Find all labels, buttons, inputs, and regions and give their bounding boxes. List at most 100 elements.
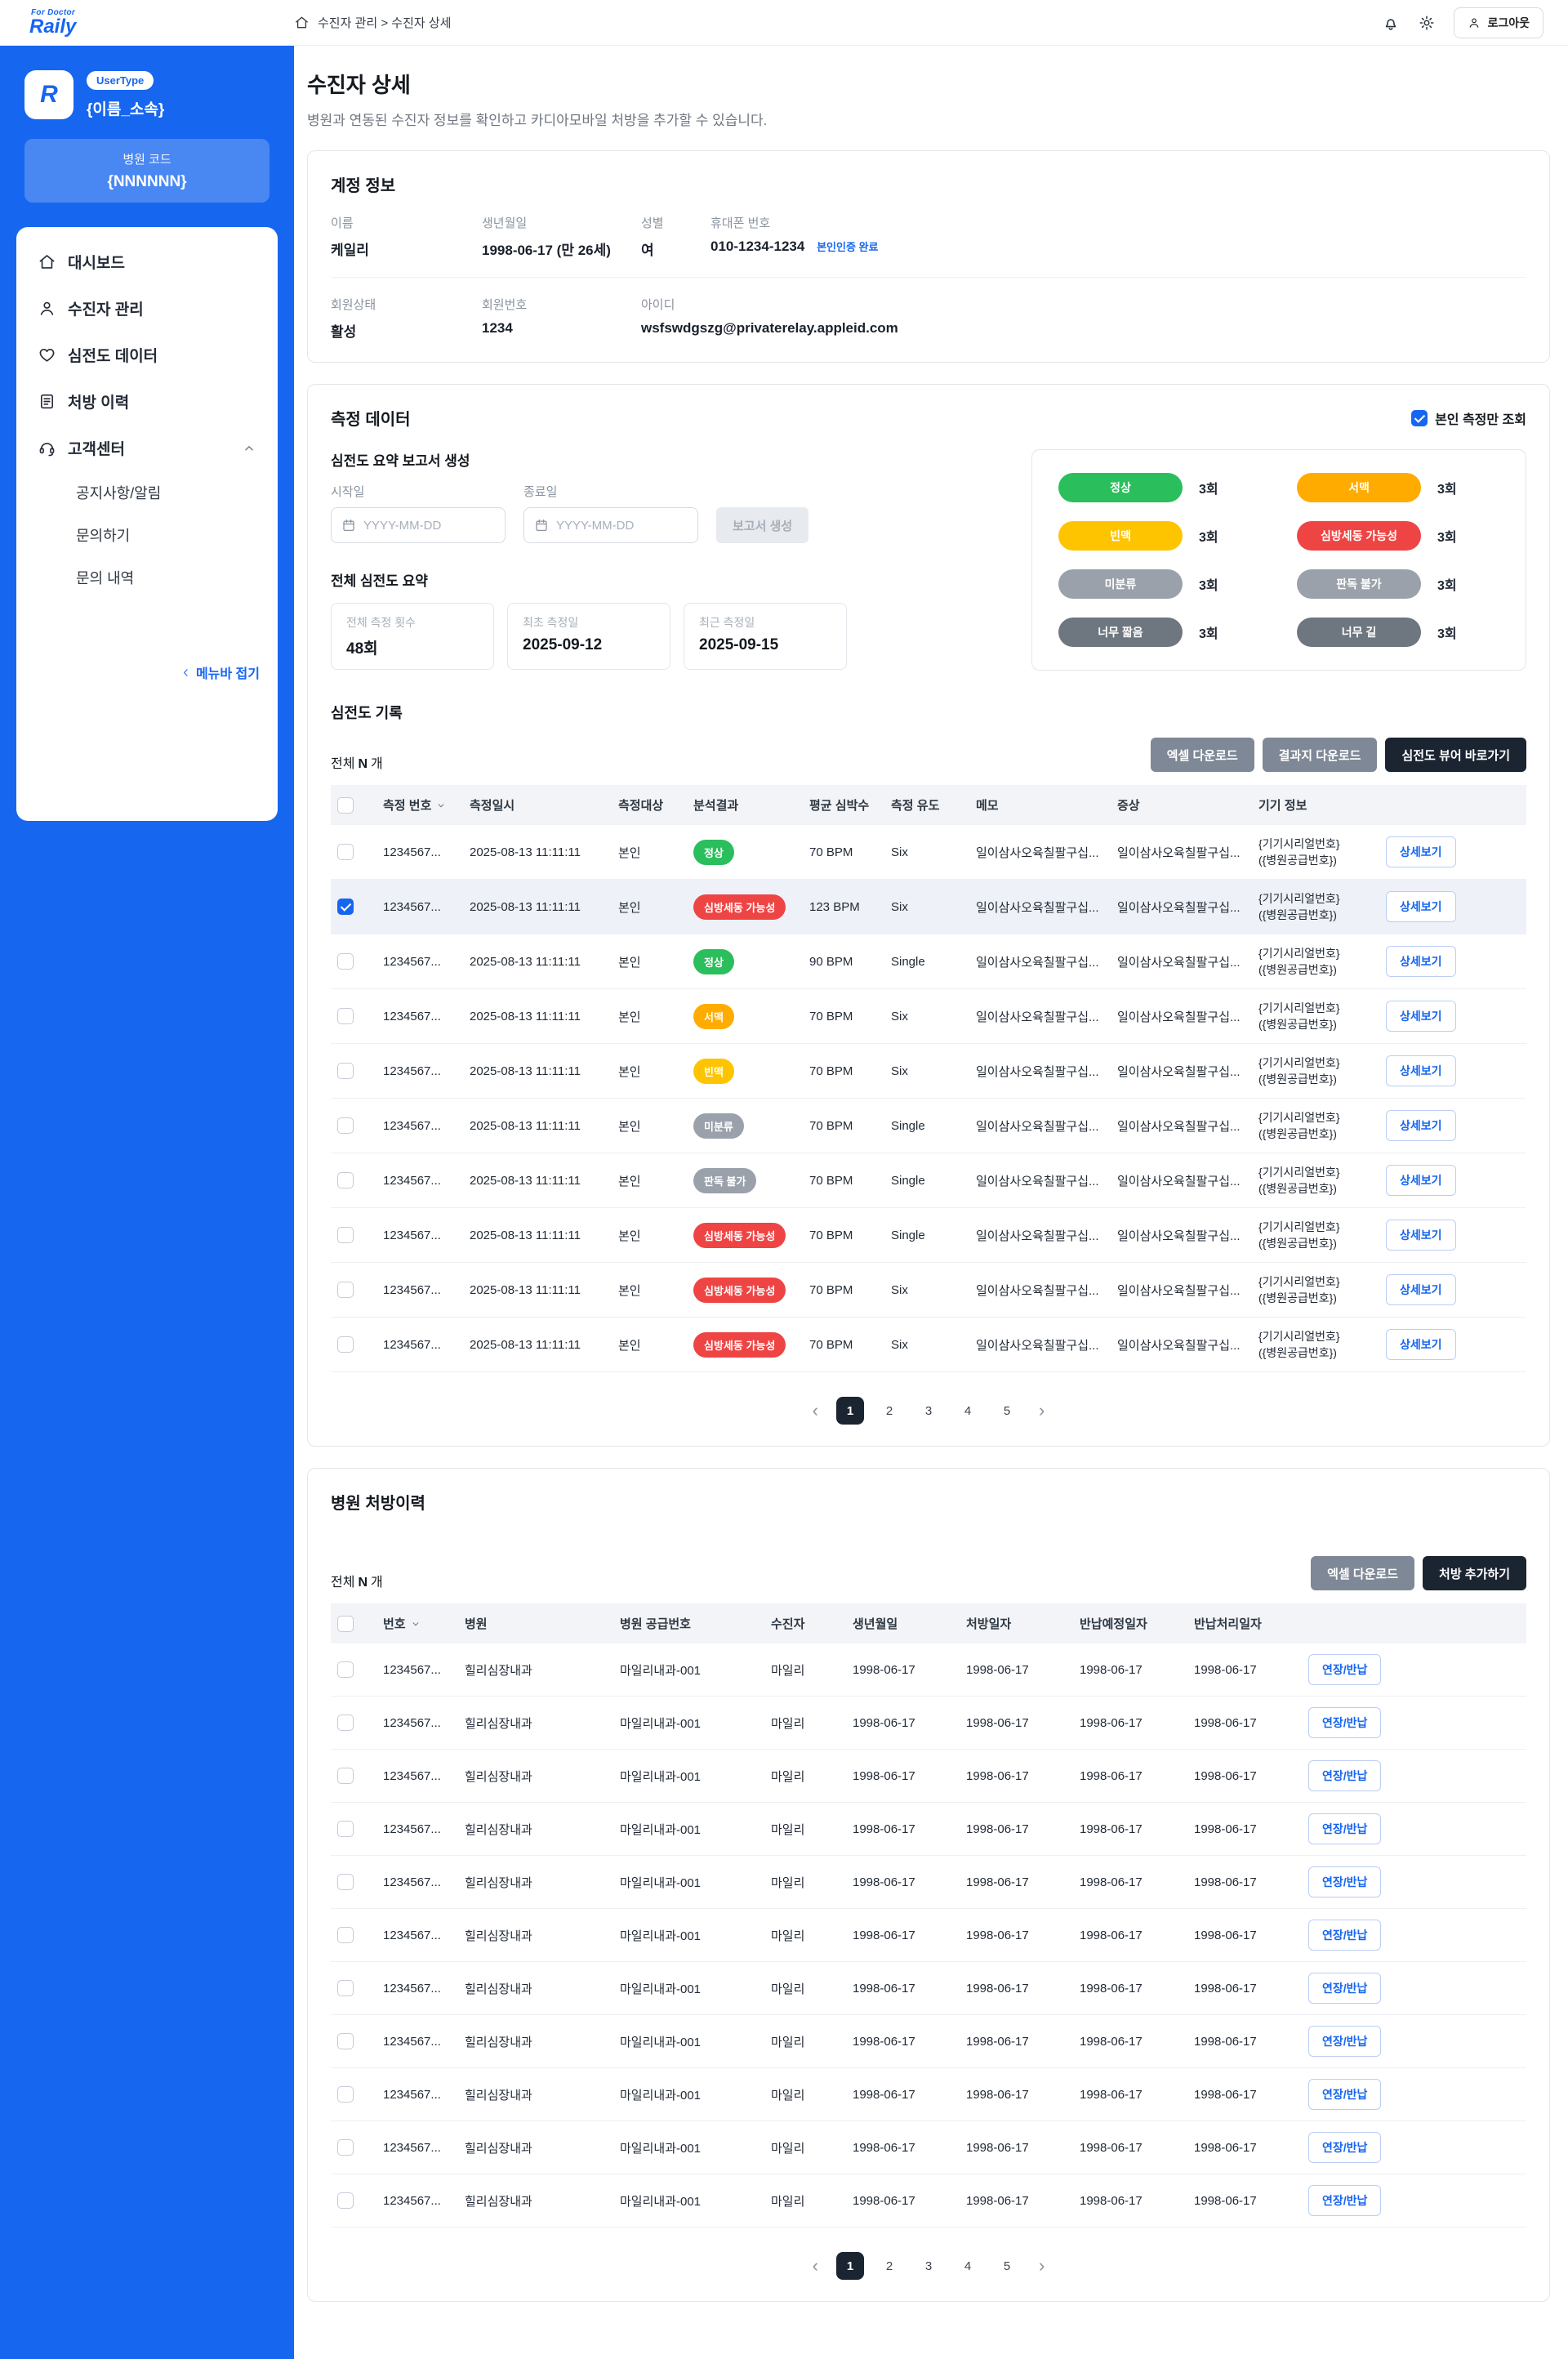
sort-icon[interactable] bbox=[410, 1618, 421, 1630]
sidebar-item-patients[interactable]: 수진자 관리 bbox=[26, 285, 268, 332]
collapse-menu-button[interactable]: 메뉴바 접기 bbox=[26, 662, 268, 682]
select-all-checkbox[interactable] bbox=[337, 1615, 354, 1632]
prev-page-button[interactable]: ‹ bbox=[812, 2255, 818, 2276]
sort-icon[interactable] bbox=[435, 800, 447, 811]
page-button-5[interactable]: 5 bbox=[1003, 1403, 1011, 1418]
select-all-checkbox[interactable] bbox=[337, 796, 354, 814]
detail-button[interactable]: 상세보기 bbox=[1386, 1110, 1456, 1141]
detail-button[interactable]: 상세보기 bbox=[1386, 1274, 1456, 1305]
extend-return-button[interactable]: 연장/반납 bbox=[1308, 1707, 1382, 1738]
memo-cell: 일이삼사오육칠팔구십... bbox=[969, 934, 1111, 989]
sidebar-item-prescription-history[interactable]: 처방 이력 bbox=[26, 378, 268, 425]
row-checkbox[interactable] bbox=[337, 899, 354, 915]
prescription-excel-download-button[interactable]: 엑셀 다운로드 bbox=[1311, 1556, 1415, 1590]
detail-button[interactable]: 상세보기 bbox=[1386, 1220, 1456, 1251]
start-date-input[interactable] bbox=[331, 507, 506, 543]
result-badge: 너무 길 bbox=[1297, 618, 1421, 647]
end-date-value[interactable] bbox=[556, 518, 688, 533]
row-checkbox[interactable] bbox=[337, 2086, 354, 2103]
detail-button[interactable]: 상세보기 bbox=[1386, 946, 1456, 977]
sidebar-item-support[interactable]: 고객센터 bbox=[26, 425, 268, 471]
extend-return-button[interactable]: 연장/반납 bbox=[1308, 2185, 1382, 2216]
page-button-3[interactable]: 3 bbox=[924, 1403, 933, 1418]
page-button-4[interactable]: 4 bbox=[964, 2259, 972, 2273]
row-checkbox[interactable] bbox=[337, 953, 354, 970]
profile-card: R UserType {이름_소속} bbox=[16, 70, 278, 119]
measure-no-cell: 1234567... bbox=[376, 1153, 463, 1208]
detail-button[interactable]: 상세보기 bbox=[1386, 1055, 1456, 1086]
start-date-value[interactable] bbox=[363, 518, 495, 533]
next-page-button[interactable]: › bbox=[1039, 2255, 1045, 2276]
row-checkbox[interactable] bbox=[337, 2139, 354, 2156]
add-prescription-button[interactable]: 처방 추가하기 bbox=[1423, 1556, 1526, 1590]
home-icon[interactable] bbox=[294, 15, 310, 30]
sidebar-subitem-inquiry[interactable]: 문의하기 bbox=[76, 528, 131, 544]
row-checkbox[interactable] bbox=[337, 1980, 354, 1996]
ecg-summary-heading: 전체 심전도 요약 bbox=[331, 573, 428, 589]
row-checkbox[interactable] bbox=[337, 1927, 354, 1943]
sidebar-item-dashboard[interactable]: 대시보드 bbox=[26, 239, 268, 285]
extend-return-button[interactable]: 연장/반납 bbox=[1308, 2079, 1382, 2110]
detail-button[interactable]: 상세보기 bbox=[1386, 836, 1456, 867]
row-checkbox[interactable] bbox=[337, 1768, 354, 1784]
extend-return-button[interactable]: 연장/반납 bbox=[1308, 1920, 1382, 1951]
page-button-2[interactable]: 2 bbox=[885, 2259, 893, 2273]
extend-return-button[interactable]: 연장/반납 bbox=[1308, 1654, 1382, 1685]
row-checkbox[interactable] bbox=[337, 1661, 354, 1678]
detail-button[interactable]: 상세보기 bbox=[1386, 1329, 1456, 1360]
brand-logo[interactable]: For Doctor Raily bbox=[0, 8, 294, 37]
page-button-3[interactable]: 3 bbox=[924, 2259, 933, 2273]
row-checkbox[interactable] bbox=[337, 2192, 354, 2209]
row-checkbox[interactable] bbox=[337, 1008, 354, 1024]
row-checkbox[interactable] bbox=[337, 1227, 354, 1243]
result-badge: 빈맥 bbox=[1058, 521, 1183, 551]
hospital-cell: 힐리심장내과 bbox=[458, 2174, 613, 2227]
page-button-4[interactable]: 4 bbox=[964, 1403, 972, 1418]
page-button-5[interactable]: 5 bbox=[1003, 2259, 1011, 2273]
self-only-filter[interactable]: 본인 측정만 조회 bbox=[1411, 408, 1526, 428]
row-checkbox[interactable] bbox=[337, 1172, 354, 1188]
self-only-checkbox[interactable] bbox=[1411, 409, 1428, 426]
extend-return-button[interactable]: 연장/반납 bbox=[1308, 1813, 1382, 1844]
lead-cell: Single bbox=[884, 1098, 969, 1153]
row-checkbox[interactable] bbox=[337, 1336, 354, 1353]
next-page-button[interactable]: › bbox=[1039, 1400, 1045, 1420]
page-button-1[interactable]: 1 bbox=[836, 2252, 864, 2280]
prev-page-button[interactable]: ‹ bbox=[812, 1400, 818, 1420]
result-count-item: 정상 3회 bbox=[1058, 473, 1261, 502]
stat-total-measurements: 전체 측정 횟수 48회 bbox=[331, 603, 494, 670]
ecg-table-row: 1234567... 2025-08-13 11:11:11 본인 심방세동 가능성 7… bbox=[331, 1207, 1526, 1263]
row-checkbox[interactable] bbox=[337, 844, 354, 860]
detail-button[interactable]: 상세보기 bbox=[1386, 1165, 1456, 1196]
settings-gear-icon[interactable] bbox=[1418, 14, 1436, 32]
prescribed-date-cell: 1998-06-17 bbox=[960, 2174, 1073, 2227]
sidebar-subitem-inquiry-history[interactable]: 문의 내역 bbox=[76, 570, 135, 586]
row-checkbox[interactable] bbox=[337, 1821, 354, 1837]
datetime-cell: 2025-08-13 11:11:11 bbox=[463, 1043, 612, 1099]
extend-return-button[interactable]: 연장/반납 bbox=[1308, 2026, 1382, 2057]
end-date-input[interactable] bbox=[523, 507, 698, 543]
row-checkbox[interactable] bbox=[337, 1117, 354, 1134]
extend-return-button[interactable]: 연장/반납 bbox=[1308, 1866, 1382, 1897]
logout-button[interactable]: 로그아웃 bbox=[1454, 7, 1544, 38]
row-checkbox[interactable] bbox=[337, 2033, 354, 2049]
extend-return-button[interactable]: 연장/반납 bbox=[1308, 2132, 1382, 2163]
detail-button[interactable]: 상세보기 bbox=[1386, 1001, 1456, 1032]
generate-report-button[interactable]: 보고서 생성 bbox=[716, 507, 809, 543]
page-button-2[interactable]: 2 bbox=[885, 1403, 893, 1418]
extend-return-button[interactable]: 연장/반납 bbox=[1308, 1760, 1382, 1791]
detail-button[interactable]: 상세보기 bbox=[1386, 891, 1456, 922]
ecg-viewer-button[interactable]: 심전도 뷰어 바로가기 bbox=[1385, 738, 1526, 772]
sidebar-subitem-notices[interactable]: 공지사항/알림 bbox=[76, 485, 162, 502]
extend-return-button[interactable]: 연장/반납 bbox=[1308, 1973, 1382, 2004]
result-sheet-download-button[interactable]: 결과지 다운로드 bbox=[1262, 738, 1378, 772]
notification-bell-icon[interactable] bbox=[1382, 14, 1400, 32]
excel-download-button[interactable]: 엑셀 다운로드 bbox=[1150, 738, 1254, 772]
topbar-actions: 로그아웃 bbox=[1382, 7, 1568, 38]
row-checkbox[interactable] bbox=[337, 1874, 354, 1890]
page-button-1[interactable]: 1 bbox=[836, 1397, 864, 1425]
sidebar-item-ecg-data[interactable]: 심전도 데이터 bbox=[26, 332, 268, 378]
row-checkbox[interactable] bbox=[337, 1282, 354, 1298]
row-checkbox[interactable] bbox=[337, 1715, 354, 1731]
row-checkbox[interactable] bbox=[337, 1063, 354, 1079]
